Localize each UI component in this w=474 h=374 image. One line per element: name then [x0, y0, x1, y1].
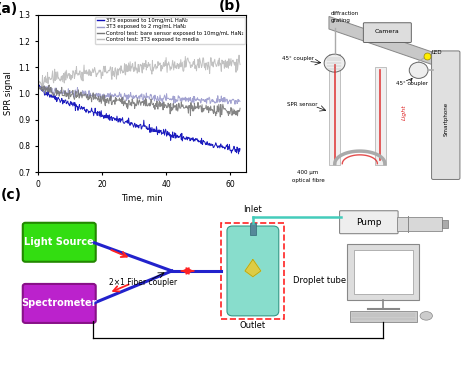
Text: Light: Light [401, 104, 407, 120]
Circle shape [409, 62, 428, 79]
Text: Spectrometer: Spectrometer [21, 298, 97, 309]
Text: Outlet: Outlet [240, 321, 266, 329]
Text: diffraction: diffraction [331, 11, 359, 16]
Bar [329, 54, 340, 165]
Text: optical fibre: optical fibre [292, 178, 325, 183]
X-axis label: Time, min: Time, min [121, 194, 163, 203]
Text: (c): (c) [1, 188, 22, 202]
Circle shape [324, 54, 345, 72]
Text: (a): (a) [0, 2, 18, 16]
Polygon shape [329, 16, 433, 65]
Text: Pump: Pump [356, 218, 382, 227]
FancyBboxPatch shape [23, 223, 96, 262]
FancyBboxPatch shape [339, 211, 398, 234]
FancyBboxPatch shape [23, 284, 96, 323]
Bar [397, 217, 442, 231]
Y-axis label: SPR signal: SPR signal [4, 71, 13, 116]
Bar [354, 250, 413, 294]
FancyBboxPatch shape [227, 226, 279, 316]
Bar [347, 244, 419, 300]
Text: SPR sensor: SPR sensor [287, 102, 318, 107]
Text: grating: grating [331, 18, 351, 23]
Legend: 3T3 exposed to 10mg/mL HaN₂, 3T3 exposed to 2 mg/mL HaN₂, Control test: bare sen: 3T3 exposed to 10mg/mL HaN₂, 3T3 exposed… [95, 16, 245, 44]
Text: Camera: Camera [375, 29, 400, 34]
Ellipse shape [420, 312, 432, 320]
Text: Light Source: Light Source [24, 237, 94, 247]
Bar [350, 311, 417, 322]
Text: Inlet: Inlet [244, 205, 262, 214]
Text: Droplet tube: Droplet tube [293, 276, 346, 285]
Text: Smartphone: Smartphone [443, 102, 448, 136]
FancyBboxPatch shape [431, 51, 460, 180]
Text: 2×1 Fiber coupler: 2×1 Fiber coupler [109, 278, 177, 287]
Bar [249, 223, 256, 234]
FancyBboxPatch shape [364, 23, 411, 43]
Text: LED: LED [431, 50, 442, 55]
Text: 45° coupler: 45° coupler [282, 56, 314, 61]
Text: 45° coupler: 45° coupler [396, 81, 428, 86]
Bar [221, 223, 284, 319]
Bar [442, 220, 447, 228]
Bar [375, 67, 386, 165]
Text: 400 µm: 400 µm [298, 171, 319, 175]
Text: (b): (b) [219, 0, 241, 12]
Polygon shape [245, 260, 261, 277]
